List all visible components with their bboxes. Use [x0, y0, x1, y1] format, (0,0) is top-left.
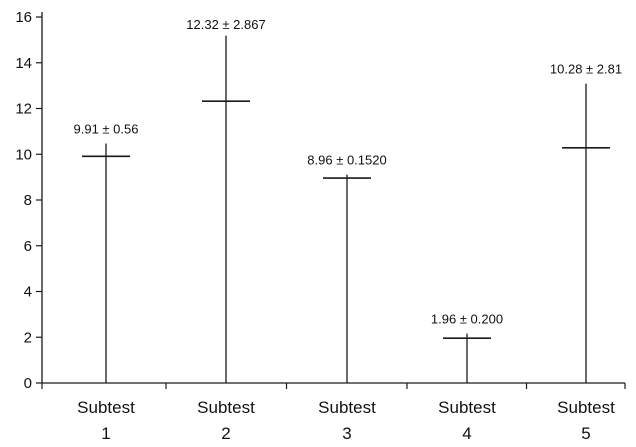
- data-label: 8.96 ± 0.1520: [307, 153, 386, 168]
- category-label-line1: Subtest: [197, 398, 255, 417]
- y-tick-label: 2: [24, 329, 32, 346]
- y-tick-label: 8: [24, 192, 32, 209]
- axes: [41, 12, 626, 389]
- chart-labels: 9.91 ± 0.56 Subtest 1 12.32 ± 2.867 Subtest 2…: [74, 17, 623, 443]
- category-label-line1: Subtest: [318, 398, 376, 417]
- category-label-line2: 5: [581, 424, 590, 443]
- category-label-line1: Subtest: [438, 398, 496, 417]
- y-tick-label: 10: [15, 146, 32, 163]
- category-label-line2: 3: [342, 424, 351, 443]
- data-label: 9.91 ± 0.56: [74, 121, 139, 136]
- category-label-line1: Subtest: [557, 398, 615, 417]
- y-tick-label: 16: [15, 9, 32, 26]
- category-label-line1: Subtest: [77, 398, 135, 417]
- category-label-line2: 4: [462, 424, 471, 443]
- data-label: 1.96 ± 0.200: [431, 312, 503, 327]
- category-label-line2: 1: [101, 424, 110, 443]
- category-label-line2: 2: [221, 424, 230, 443]
- chart-marks: [82, 35, 610, 383]
- y-tick-label: 6: [24, 238, 32, 255]
- y-tick-label: 12: [15, 101, 32, 118]
- y-axis-ticks: 0 2 4 6 8 10 12 14 16: [15, 9, 42, 392]
- y-tick-label: 0: [24, 375, 32, 392]
- data-label: 12.32 ± 2.867: [186, 17, 265, 32]
- data-label: 10.28 ± 2.81: [550, 62, 622, 77]
- y-tick-label: 4: [24, 284, 32, 301]
- y-tick-label: 14: [15, 55, 32, 72]
